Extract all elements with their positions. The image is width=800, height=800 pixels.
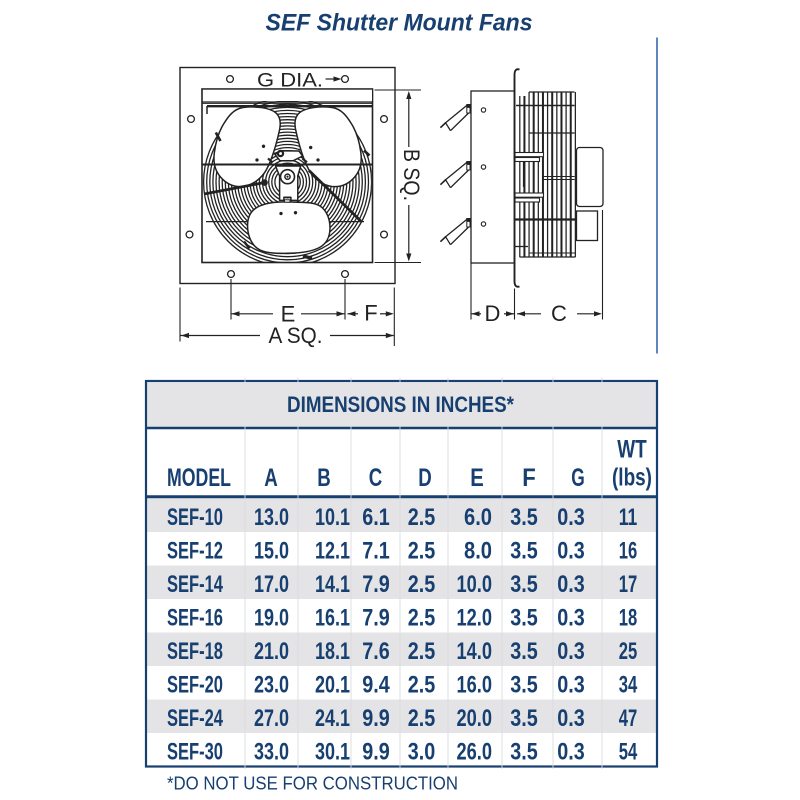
svg-text:25: 25: [619, 638, 638, 665]
svg-text:SEF-12: SEF-12: [167, 538, 223, 565]
svg-text:9.4: 9.4: [362, 672, 390, 699]
svg-text:0.3: 0.3: [557, 605, 585, 632]
svg-text:SEF-24: SEF-24: [167, 705, 223, 732]
svg-text:2.5: 2.5: [408, 571, 436, 598]
svg-text:D: D: [485, 301, 501, 326]
svg-text:0.3: 0.3: [557, 638, 585, 665]
svg-text:B SQ.: B SQ.: [399, 149, 424, 201]
svg-text:9.9: 9.9: [362, 739, 390, 766]
svg-text:SEF Shutter Mount Fans: SEF Shutter Mount Fans: [266, 10, 533, 37]
svg-text:6.1: 6.1: [362, 504, 390, 531]
svg-text:13.0: 13.0: [254, 504, 289, 531]
svg-text:2.5: 2.5: [408, 638, 436, 665]
svg-text:2.5: 2.5: [408, 504, 436, 531]
svg-text:*DO NOT USE FOR CONSTRUCTION: *DO NOT USE FOR CONSTRUCTION: [167, 773, 458, 794]
svg-text:3.5: 3.5: [510, 571, 538, 598]
svg-text:54: 54: [619, 739, 638, 766]
svg-text:WT: WT: [617, 436, 647, 464]
svg-text:11: 11: [619, 504, 638, 531]
svg-text:3.5: 3.5: [510, 739, 538, 766]
svg-text:0.3: 0.3: [557, 739, 585, 766]
svg-text:9.9: 9.9: [362, 705, 390, 732]
svg-text:12.1: 12.1: [315, 538, 350, 565]
svg-text:MODEL: MODEL: [167, 464, 231, 492]
svg-text:19.0: 19.0: [254, 605, 289, 632]
svg-text:SEF-10: SEF-10: [167, 504, 223, 531]
svg-text:12.0: 12.0: [457, 605, 493, 632]
svg-text:2.5: 2.5: [408, 605, 436, 632]
svg-text:3.5: 3.5: [510, 672, 538, 699]
svg-text:34: 34: [619, 672, 638, 699]
svg-text:3.5: 3.5: [510, 605, 538, 632]
svg-text:A: A: [264, 464, 278, 492]
svg-text:6.0: 6.0: [464, 504, 492, 531]
svg-text:20.0: 20.0: [457, 705, 493, 732]
svg-text:10.0: 10.0: [457, 571, 493, 598]
svg-text:0.3: 0.3: [557, 705, 585, 732]
svg-text:7.9: 7.9: [362, 571, 390, 598]
svg-text:0.3: 0.3: [557, 571, 585, 598]
svg-text:20.1: 20.1: [315, 672, 350, 699]
svg-text:10.1: 10.1: [315, 504, 350, 531]
svg-text:0.3: 0.3: [557, 538, 585, 565]
svg-text:D: D: [418, 464, 432, 492]
svg-text:F: F: [522, 464, 536, 492]
svg-text:2.5: 2.5: [408, 672, 436, 699]
svg-text:16.1: 16.1: [315, 605, 350, 632]
svg-text:(lbs): (lbs): [612, 464, 652, 492]
svg-text:A SQ.: A SQ.: [269, 323, 323, 348]
svg-text:0.3: 0.3: [557, 672, 585, 699]
svg-text:G DIA.: G DIA.: [257, 71, 323, 92]
svg-text:7.1: 7.1: [362, 538, 390, 565]
svg-text:47: 47: [619, 705, 638, 732]
svg-text:16.0: 16.0: [457, 672, 493, 699]
svg-text:26.0: 26.0: [457, 739, 493, 766]
svg-text:33.0: 33.0: [254, 739, 289, 766]
svg-text:SEF-16: SEF-16: [167, 605, 223, 632]
svg-text:SEF-18: SEF-18: [167, 638, 223, 665]
svg-text:DIMENSIONS IN INCHES*: DIMENSIONS IN INCHES*: [287, 392, 514, 417]
svg-text:E: E: [470, 464, 484, 492]
svg-text:17: 17: [619, 571, 638, 598]
svg-text:E: E: [281, 301, 296, 326]
svg-text:SEF-30: SEF-30: [167, 739, 223, 766]
svg-text:7.9: 7.9: [362, 605, 390, 632]
svg-text:SEF-14: SEF-14: [167, 571, 223, 598]
svg-text:3.0: 3.0: [408, 739, 436, 766]
svg-text:3.5: 3.5: [510, 638, 538, 665]
svg-text:30.1: 30.1: [315, 739, 350, 766]
svg-text:16: 16: [619, 538, 638, 565]
svg-text:27.0: 27.0: [254, 705, 289, 732]
svg-text:C: C: [551, 301, 567, 326]
svg-text:F: F: [364, 300, 377, 325]
svg-text:SEF-20: SEF-20: [167, 672, 223, 699]
svg-text:21.0: 21.0: [254, 638, 289, 665]
svg-text:14.1: 14.1: [315, 571, 350, 598]
svg-text:8.0: 8.0: [464, 538, 492, 565]
svg-text:14.0: 14.0: [457, 638, 493, 665]
svg-text:B: B: [317, 464, 331, 492]
svg-text:18: 18: [619, 605, 638, 632]
svg-text:2.5: 2.5: [408, 538, 436, 565]
svg-text:24.1: 24.1: [315, 705, 350, 732]
svg-text:23.0: 23.0: [254, 672, 289, 699]
svg-text:17.0: 17.0: [254, 571, 289, 598]
svg-text:3.5: 3.5: [510, 538, 538, 565]
svg-text:7.6: 7.6: [362, 638, 390, 665]
svg-text:0.3: 0.3: [557, 504, 585, 531]
svg-text:18.1: 18.1: [315, 638, 350, 665]
svg-text:2.5: 2.5: [408, 705, 436, 732]
svg-text:C: C: [369, 464, 383, 492]
svg-text:3.5: 3.5: [510, 504, 538, 531]
svg-text:3.5: 3.5: [510, 705, 538, 732]
svg-text:15.0: 15.0: [254, 538, 289, 565]
svg-text:G: G: [571, 464, 585, 492]
